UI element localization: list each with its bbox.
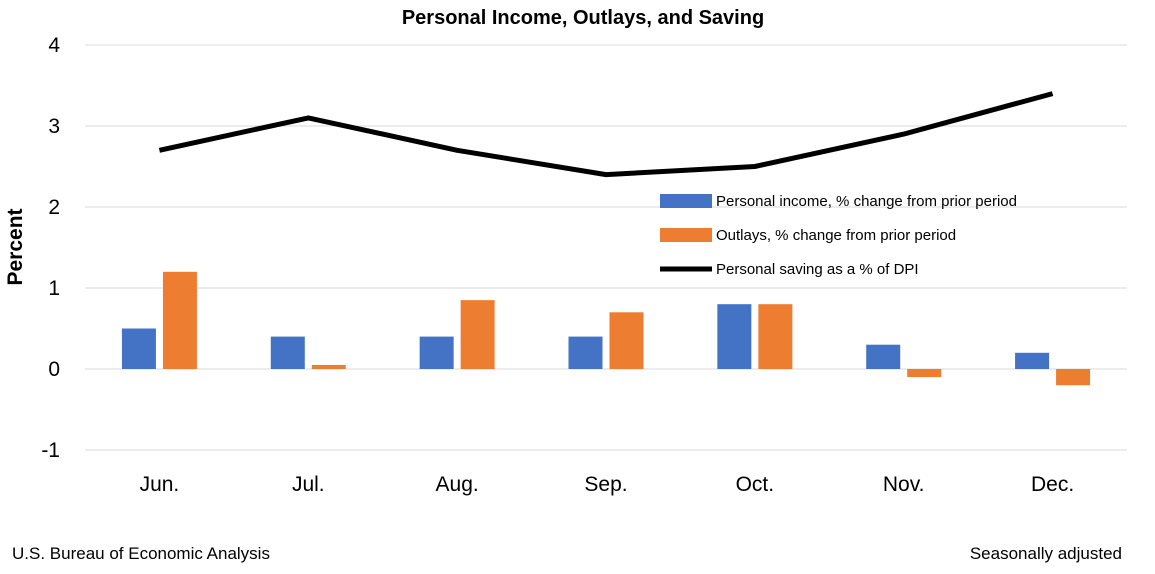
x-tick-label: Jul. — [292, 473, 325, 496]
bars — [121, 271, 1091, 386]
y-tick-label: 0 — [48, 358, 60, 381]
income-bar — [866, 344, 901, 369]
y-tick-label: -1 — [41, 439, 60, 462]
x-axis-ticks: Jun. Jul. Aug. Sep. Oct. Nov. Dec. — [140, 473, 1075, 496]
y-axis-label: Percent — [4, 208, 27, 285]
legend: Personal income, % change from prior per… — [660, 193, 1017, 278]
saving-rate-line — [158, 91, 1054, 178]
income-bar — [1015, 352, 1050, 369]
x-tick-label: Oct. — [736, 473, 775, 496]
income-bar — [270, 336, 305, 369]
y-tick-label: 2 — [48, 196, 60, 219]
outlays-bar — [460, 300, 495, 369]
saving-line — [158, 91, 1054, 178]
x-tick-label: Sep. — [584, 473, 627, 496]
chart-title: Personal Income, Outlays, and Saving — [402, 7, 764, 29]
outlays-bar — [311, 364, 346, 369]
outlays-bar — [162, 271, 197, 369]
outlays-bar — [758, 304, 793, 369]
outlays-legend-swatch — [660, 228, 712, 242]
y-tick-label: 1 — [48, 277, 60, 300]
income-bar — [419, 336, 454, 369]
x-tick-label: Nov. — [883, 473, 925, 496]
x-tick-label: Dec. — [1031, 473, 1074, 496]
y-tick-label: 4 — [48, 34, 60, 57]
x-tick-label: Jun. — [140, 473, 180, 496]
gridlines — [85, 44, 1127, 451]
income-bar — [568, 336, 603, 369]
seasonal-note: Seasonally adjusted — [970, 544, 1122, 563]
source-note: U.S. Bureau of Economic Analysis — [12, 544, 270, 563]
income-bar — [717, 304, 752, 369]
saving-legend-label: Personal saving as a % of DPI — [716, 261, 919, 278]
income-legend-swatch — [660, 194, 712, 208]
outlays-bar — [1056, 369, 1091, 386]
outlays-bar — [609, 312, 644, 369]
income-legend-label: Personal income, % change from prior per… — [716, 193, 1017, 210]
income-bar — [121, 328, 156, 369]
outlays-bar — [907, 369, 942, 378]
outlays-legend-label: Outlays, % change from prior period — [716, 227, 956, 244]
y-axis-ticks: -1 0 1 2 3 4 — [41, 34, 60, 462]
y-tick-label: 3 — [48, 115, 60, 138]
x-tick-label: Aug. — [436, 473, 479, 496]
